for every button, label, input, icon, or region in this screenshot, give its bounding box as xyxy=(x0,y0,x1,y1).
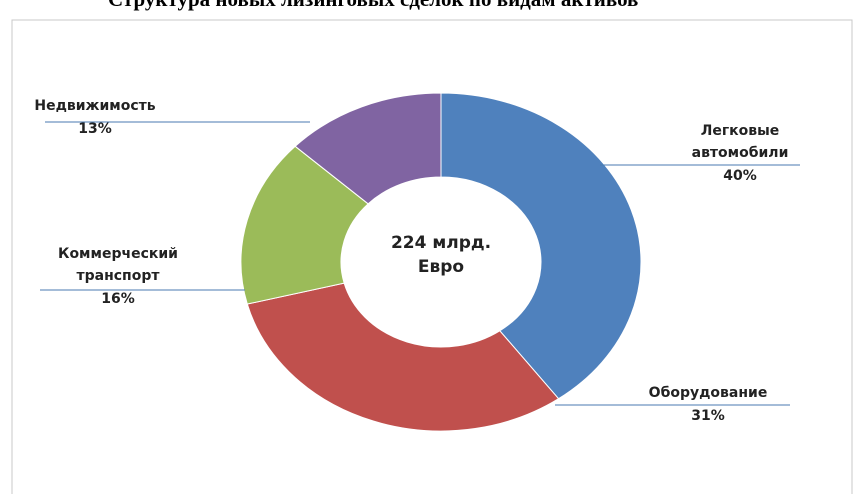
center-label-line: Евро xyxy=(418,257,464,277)
category-label-line: автомобили xyxy=(692,145,789,161)
category-label-line: транспорт xyxy=(77,268,161,284)
category-label: Недвижимость xyxy=(34,98,155,114)
value-label: 40% xyxy=(723,168,757,184)
category-label: Коммерческий транспорт xyxy=(58,246,178,284)
center-label: 224 млрд. Евро xyxy=(391,233,491,277)
donut-slice xyxy=(240,145,369,305)
category-label: Оборудование xyxy=(649,385,768,401)
value-label: 16% xyxy=(101,291,135,307)
category-label-line: Легковые xyxy=(701,123,780,139)
donut-slice xyxy=(246,282,560,432)
donut-slice xyxy=(294,92,442,205)
value-label: 31% xyxy=(691,408,725,424)
chart-title: Структура новых лизинговых сделок по вид… xyxy=(108,0,638,11)
value-label: 13% xyxy=(78,121,112,137)
center-label-line: 224 млрд. xyxy=(391,233,491,253)
category-label-line: Коммерческий xyxy=(58,246,178,262)
donut-slice xyxy=(440,92,642,400)
category-label: Легковые автомобили xyxy=(692,123,789,161)
chart-frame xyxy=(11,19,853,494)
